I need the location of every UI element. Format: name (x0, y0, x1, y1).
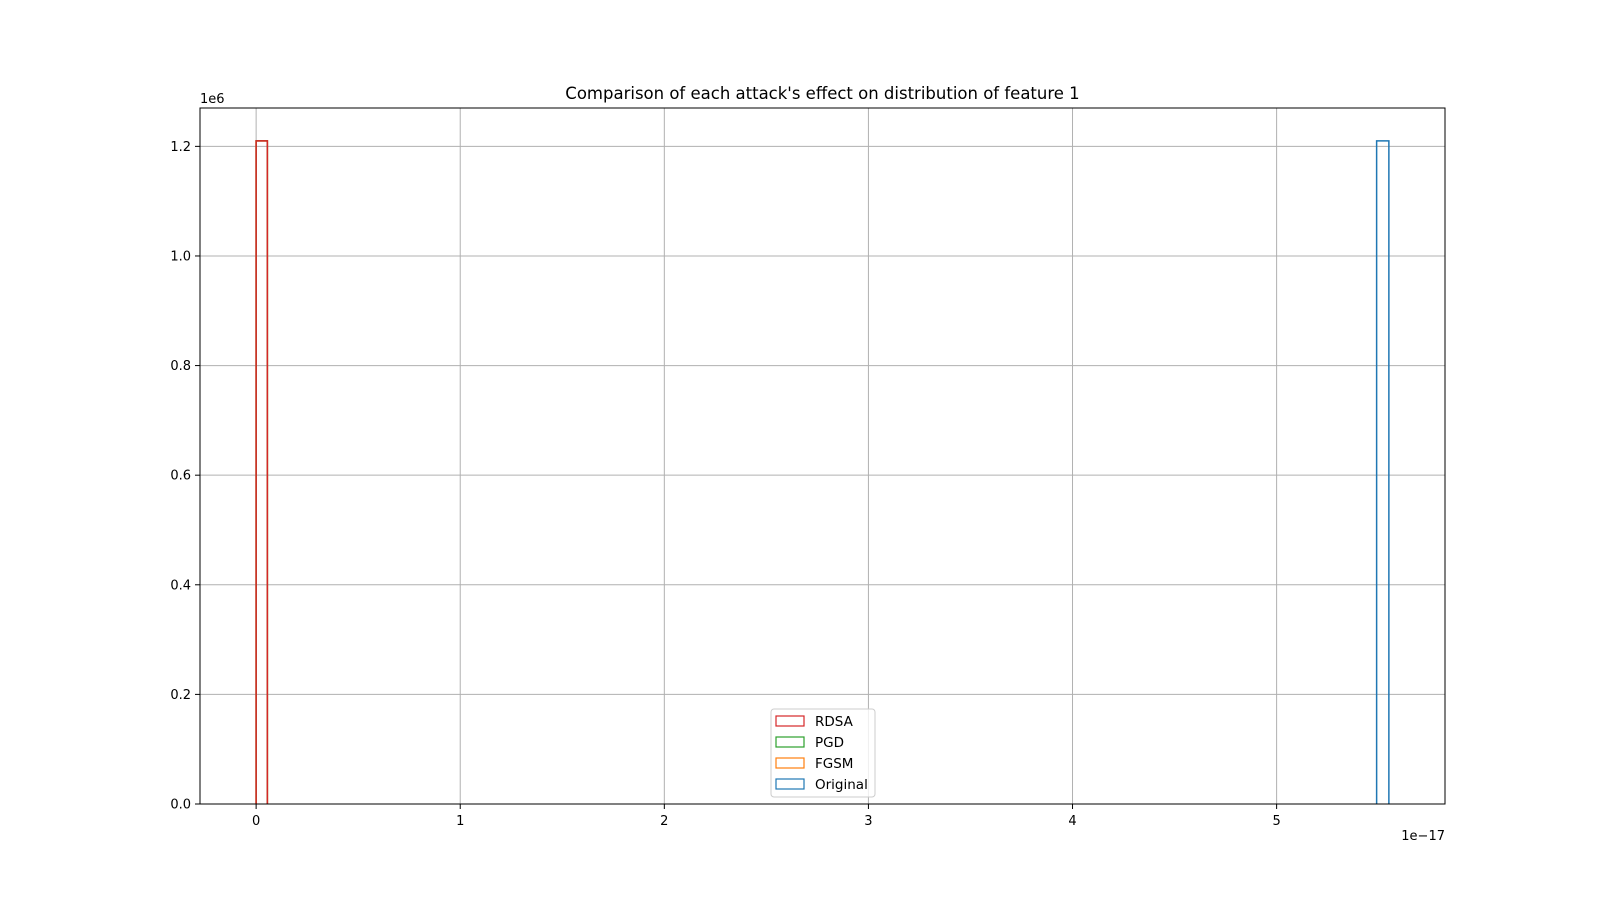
legend-swatch (775, 778, 805, 790)
y-tick-label: 0.6 (170, 469, 191, 484)
y-tick-label: 0.0 (170, 798, 191, 813)
legend-item-rdsa[interactable]: RDSA (775, 714, 854, 730)
y-tick-label: 0.2 (170, 688, 191, 703)
legend-box (770, 708, 876, 798)
histogram-bin-original (1375, 140, 1390, 804)
legend-label: FGSM (815, 756, 853, 772)
y-tick-label: 1.2 (170, 140, 191, 155)
x-tick-label: 3 (864, 814, 872, 829)
x-tick-label: 2 (660, 814, 668, 829)
legend-swatch (775, 715, 805, 727)
legend-item-original[interactable]: Original (775, 777, 868, 793)
y-tick-label: 1.0 (170, 249, 191, 264)
legend-swatch (775, 757, 805, 769)
y-tick-label: 0.8 (170, 359, 191, 374)
y-offset-label: 1e6 (200, 92, 225, 107)
x-tick-label: 4 (1068, 814, 1076, 829)
x-offset-label: 1e−17 (1401, 829, 1445, 844)
histogram-bin-rdsa (255, 140, 269, 804)
x-tick-label: 0 (252, 814, 260, 829)
x-tick-label: 5 (1272, 814, 1280, 829)
x-axis-ticks: 0 1 2 3 4 5 (252, 804, 1281, 829)
legend[interactable]: RDSA PGD FGSM Original (770, 708, 876, 798)
axes-frame (199, 107, 1446, 805)
histogram-bars (255, 140, 1390, 804)
legend-item-fgsm[interactable]: FGSM (775, 756, 853, 772)
legend-swatch (775, 736, 805, 748)
legend-label: PGD (815, 735, 844, 751)
legend-item-pgd[interactable]: PGD (775, 735, 844, 751)
chart-title: Comparison of each attack's effect on di… (565, 84, 1079, 103)
x-tick-label: 1 (456, 814, 464, 829)
y-axis-ticks: 0.0 0.2 0.4 0.6 0.8 1.0 1.2 (170, 140, 200, 813)
y-tick-label: 0.4 (170, 578, 191, 593)
legend-label: Original (815, 777, 868, 793)
legend-label: RDSA (815, 714, 854, 730)
